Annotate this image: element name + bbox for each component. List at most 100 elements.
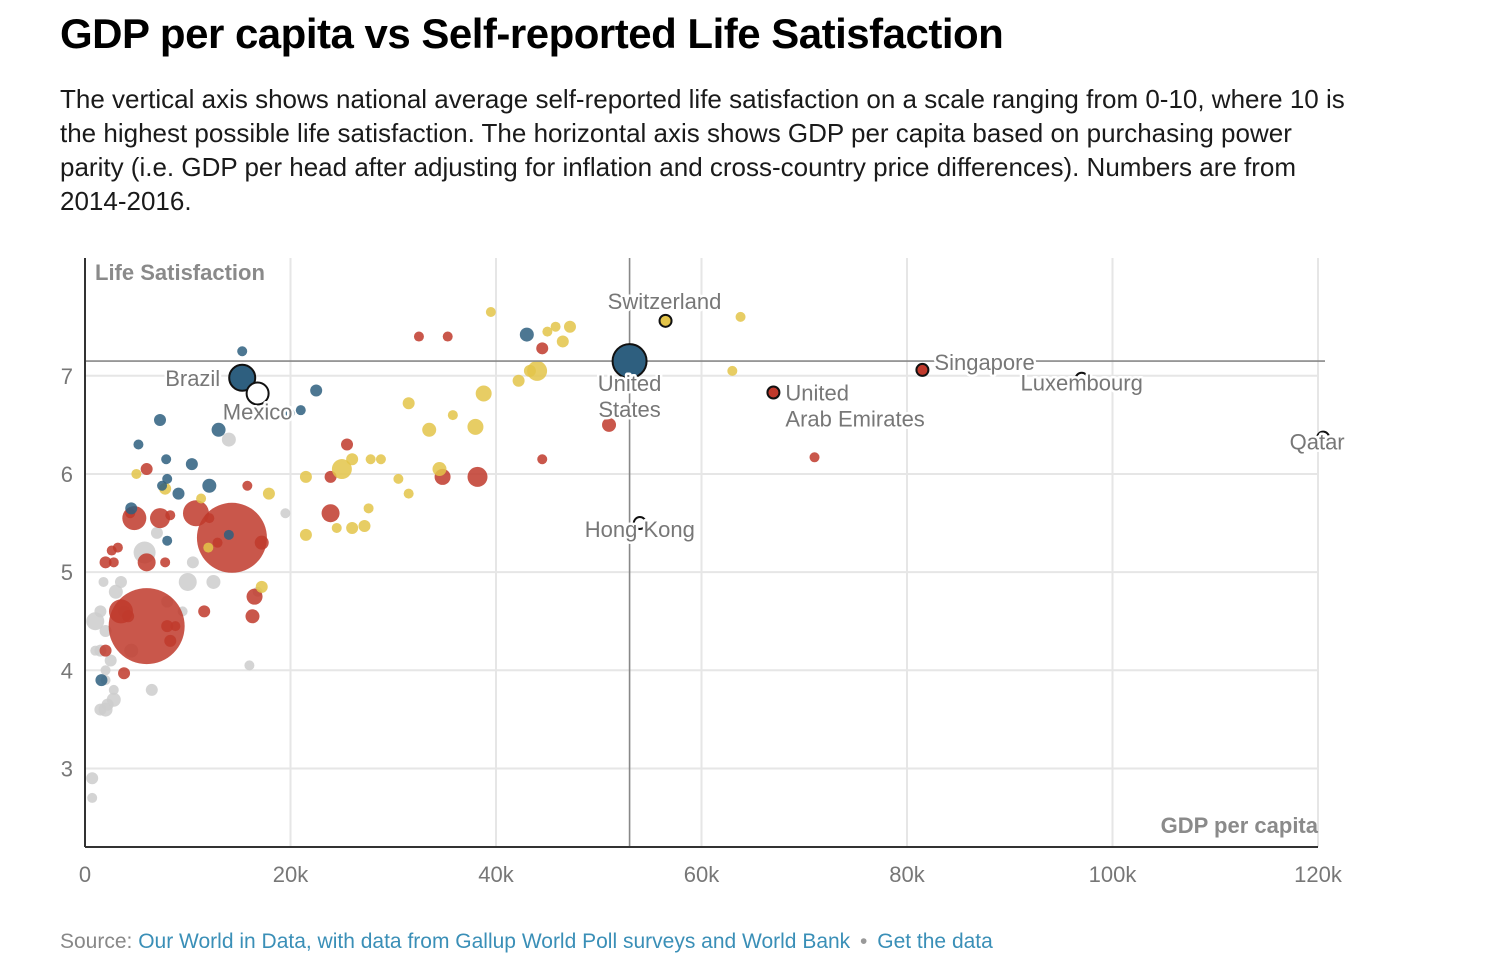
data-point-red[interactable] [254, 535, 269, 550]
data-point-yellow[interactable] [422, 422, 437, 437]
data-point-red[interactable] [160, 557, 171, 568]
data-point-red[interactable] [242, 480, 253, 491]
data-point-red[interactable] [198, 605, 211, 618]
data-point-grey[interactable] [108, 584, 123, 599]
data-point-red[interactable] [246, 588, 263, 605]
data-point-blue[interactable] [202, 478, 217, 493]
data-point-yellow[interactable] [346, 521, 359, 534]
data-point-yellow[interactable] [299, 470, 312, 483]
data-point-yellow[interactable] [727, 365, 738, 376]
data-point-red[interactable] [537, 454, 548, 465]
data-point-blue[interactable] [157, 480, 168, 491]
data-point-yellow[interactable] [735, 311, 746, 322]
data-point-red[interactable] [150, 508, 171, 529]
source-link[interactable]: Our World in Data, with data from Gallup… [138, 930, 851, 953]
data-point-grey[interactable] [99, 625, 112, 638]
data-point-blue[interactable] [282, 407, 295, 420]
data-point-yellow[interactable] [131, 468, 142, 479]
data-point-blue[interactable] [237, 346, 248, 357]
data-point-yellow[interactable] [485, 306, 496, 317]
data-point-red[interactable] [341, 438, 354, 451]
data-point-labeled[interactable] [915, 362, 930, 377]
data-point-labeled[interactable] [245, 381, 270, 406]
get-the-data-link[interactable]: Get the data [877, 930, 993, 953]
data-point-red[interactable] [204, 513, 215, 524]
data-point-grey[interactable] [94, 605, 107, 618]
data-point-red[interactable] [118, 667, 131, 680]
data-point-grey[interactable] [150, 526, 163, 539]
data-point-red[interactable] [161, 620, 174, 633]
data-point-red[interactable] [467, 466, 488, 487]
data-point-blue[interactable] [162, 473, 173, 484]
data-point-labeled[interactable] [1074, 371, 1089, 386]
data-point-labeled[interactable] [632, 516, 647, 531]
data-point-grey[interactable] [221, 432, 236, 447]
data-point-yellow[interactable] [196, 493, 207, 504]
data-point-red[interactable] [108, 557, 119, 568]
data-point-yellow[interactable] [331, 459, 352, 480]
data-point-yellow[interactable] [542, 326, 553, 337]
data-point-yellow[interactable] [375, 454, 386, 465]
data-point-grey[interactable] [244, 660, 255, 671]
data-point-grey[interactable] [104, 654, 117, 667]
data-point-labeled[interactable] [658, 313, 673, 328]
data-point-yellow[interactable] [363, 503, 374, 514]
data-point-blue[interactable] [95, 674, 108, 687]
data-point-yellow[interactable] [467, 418, 484, 435]
data-point-blue[interactable] [211, 422, 226, 437]
data-point-yellow[interactable] [393, 473, 404, 484]
data-point-blue[interactable] [162, 535, 173, 546]
data-point-red[interactable] [99, 556, 112, 569]
data-point-yellow[interactable] [447, 410, 458, 421]
data-point-blue[interactable] [295, 405, 306, 416]
data-point-red[interactable] [212, 537, 223, 548]
data-point-blue[interactable] [125, 502, 138, 515]
data-point-blue[interactable] [161, 454, 172, 465]
data-point-red[interactable] [170, 621, 181, 632]
data-point-yellow[interactable] [365, 454, 376, 465]
data-point-yellow[interactable] [402, 397, 415, 410]
data-point-yellow[interactable] [203, 542, 214, 553]
data-point-grey[interactable] [280, 508, 291, 519]
data-point-yellow[interactable] [262, 487, 275, 500]
data-point-labeled[interactable] [611, 343, 648, 380]
data-point-yellow[interactable] [512, 374, 525, 387]
data-point-grey[interactable] [100, 665, 111, 676]
data-point-yellow[interactable] [475, 385, 492, 402]
data-point-blue[interactable] [154, 413, 167, 426]
data-point-yellow[interactable] [255, 580, 268, 593]
data-point-red[interactable] [413, 331, 424, 342]
data-point-red[interactable] [182, 500, 209, 527]
data-point-yellow[interactable] [550, 321, 561, 332]
data-point-red[interactable] [164, 634, 177, 647]
data-point-yellow[interactable] [403, 488, 414, 499]
data-point-yellow[interactable] [432, 462, 447, 477]
data-point-red[interactable] [165, 510, 176, 521]
data-point-red[interactable] [122, 610, 135, 623]
data-point-labeled[interactable] [228, 363, 257, 392]
data-point-grey[interactable] [206, 574, 221, 589]
data-point-grey[interactable] [98, 576, 109, 587]
data-point-labeled[interactable] [766, 385, 781, 400]
data-point-yellow[interactable] [346, 453, 359, 466]
data-point-yellow[interactable] [556, 335, 569, 348]
data-point-grey[interactable] [101, 698, 114, 711]
data-point-yellow[interactable] [358, 519, 371, 532]
data-point-blue[interactable] [310, 384, 323, 397]
data-point-yellow[interactable] [523, 364, 536, 377]
data-point-grey[interactable] [186, 556, 199, 569]
data-point-blue[interactable] [519, 327, 534, 342]
data-point-yellow[interactable] [331, 522, 342, 533]
data-point-blue[interactable] [172, 487, 185, 500]
data-point-yellow[interactable] [563, 320, 576, 333]
data-point-grey[interactable] [90, 645, 101, 656]
data-point-red[interactable] [321, 504, 340, 523]
data-point-red[interactable] [442, 331, 453, 342]
data-point-grey[interactable] [86, 772, 99, 785]
data-point-grey[interactable] [145, 683, 158, 696]
data-point-red[interactable] [536, 342, 549, 355]
data-point-grey[interactable] [108, 684, 119, 695]
data-point-blue[interactable] [223, 529, 234, 540]
data-point-red[interactable] [106, 545, 117, 556]
data-point-red[interactable] [809, 452, 820, 463]
